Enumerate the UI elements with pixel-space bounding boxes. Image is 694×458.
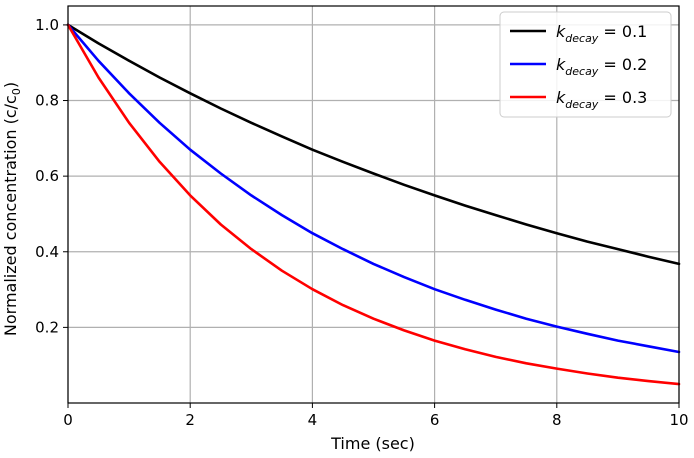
y-axis-label: Normalized concentration (c/c0) xyxy=(1,82,23,336)
series-line-2 xyxy=(66,23,681,354)
x-tick-label: 10 xyxy=(669,411,688,429)
series-line-3 xyxy=(66,23,681,386)
y-axis-ticks: 0.2 0.4 0.6 0.8 1.0 xyxy=(35,16,68,336)
series-layer xyxy=(66,23,681,386)
x-axis-label: Time (sec) xyxy=(330,434,415,453)
legend-label-2: kdecay = 0.2 xyxy=(556,55,647,78)
x-tick-label: 4 xyxy=(308,411,318,429)
x-tick-label: 8 xyxy=(552,411,562,429)
y-tick-label: 0.4 xyxy=(35,243,59,261)
x-tick-label: 2 xyxy=(185,411,195,429)
legend: kdecay = 0.1 kdecay = 0.2 kdecay = 0.3 xyxy=(499,11,672,118)
y-tick-label: 0.8 xyxy=(35,92,59,110)
y-tick-label: 0.2 xyxy=(35,318,59,336)
x-axis-ticks: 0 2 4 6 8 10 xyxy=(63,403,689,429)
plot-area-frame xyxy=(67,5,680,404)
legend-label-3: kdecay = 0.3 xyxy=(556,88,647,111)
legend-label-1: kdecay = 0.1 xyxy=(556,22,647,45)
legend-box xyxy=(499,11,672,118)
series-line-1 xyxy=(66,23,681,266)
x-tick-label: 6 xyxy=(430,411,440,429)
y-tick-label: 0.6 xyxy=(35,167,59,185)
y-tick-label: 1.0 xyxy=(35,16,59,34)
x-tick-label: 0 xyxy=(63,411,73,429)
